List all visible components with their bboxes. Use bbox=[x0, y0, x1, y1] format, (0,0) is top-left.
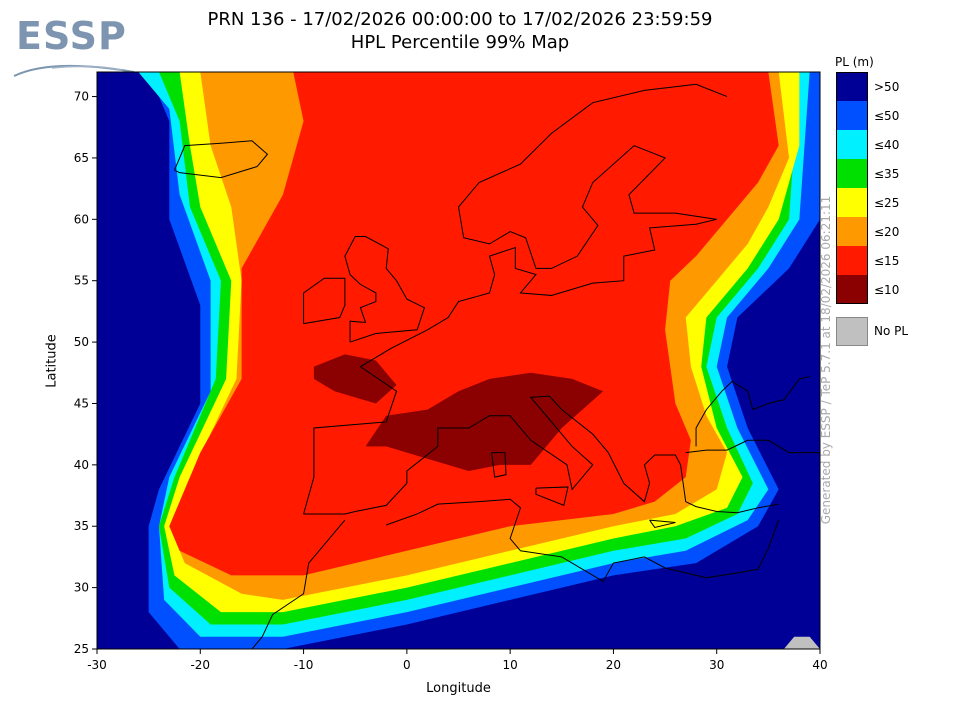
coastline-8 bbox=[174, 140, 269, 179]
axis-ticks: -30 -20 -10 0 10 20 30 40 25 30 35 40 45 50 55 60 65 70 bbox=[74, 90, 828, 672]
legend-swatch-no-pl bbox=[836, 317, 868, 346]
plot-frame bbox=[96, 71, 821, 650]
x-tick-label: -30 bbox=[87, 658, 107, 672]
coastline-4 bbox=[251, 519, 346, 649]
logo-text: ESSP bbox=[16, 14, 127, 58]
coastline-7 bbox=[344, 236, 426, 343]
legend-label: ≤35 bbox=[874, 167, 900, 181]
legend-swatch bbox=[836, 159, 868, 188]
title-line-2: HPL Percentile 99% Map bbox=[350, 32, 570, 53]
coastline-9 bbox=[491, 452, 507, 478]
coastline-5 bbox=[386, 498, 780, 583]
logo-swoosh-icon bbox=[13, 64, 135, 77]
y-tick-label: 60 bbox=[74, 212, 89, 226]
legend-title: PL (m) bbox=[835, 55, 874, 69]
y-tick-label: 35 bbox=[74, 519, 89, 533]
legend-swatch bbox=[836, 188, 868, 217]
coastline-0 bbox=[303, 83, 728, 515]
x-axis-label: Longitude bbox=[426, 681, 491, 696]
y-tick-label: 45 bbox=[74, 396, 89, 410]
pl-region-7 bbox=[365, 372, 604, 471]
legend-label: ≤10 bbox=[874, 283, 900, 297]
x-tick-label: 20 bbox=[606, 658, 621, 672]
legend-swatch bbox=[836, 101, 868, 130]
y-tick-label: 65 bbox=[74, 151, 89, 165]
legend-swatch bbox=[836, 275, 868, 304]
legend-swatch bbox=[836, 72, 868, 101]
coastline-10 bbox=[535, 486, 569, 507]
legend-label: ≤15 bbox=[874, 254, 900, 268]
coastline-11 bbox=[649, 519, 676, 529]
legend-label: >50 bbox=[874, 80, 900, 94]
x-tick-label: 10 bbox=[503, 658, 518, 672]
x-tick-label: 30 bbox=[709, 658, 724, 672]
map-plot-area bbox=[97, 72, 820, 649]
legend-border bbox=[836, 72, 868, 304]
title-line-1: PRN 136 - 17/02/2026 00:00:00 to 17/02/2… bbox=[207, 9, 713, 30]
y-tick-label: 55 bbox=[74, 274, 89, 288]
legend-label: ≤20 bbox=[874, 225, 900, 239]
coastline-1 bbox=[303, 395, 779, 515]
y-tick-label: 50 bbox=[74, 335, 89, 349]
legend-label: ≤25 bbox=[874, 196, 900, 210]
y-axis-label: Latitude bbox=[44, 334, 60, 388]
generated-by-text: Generated by ESSP / TeP 5.7.1 at 18/02/2… bbox=[819, 195, 833, 525]
legend-label: ≤50 bbox=[874, 109, 900, 123]
y-tick-label: 30 bbox=[74, 581, 89, 595]
legend-swatch bbox=[836, 130, 868, 159]
y-tick-label: 40 bbox=[74, 458, 89, 472]
x-tick-label: -20 bbox=[190, 658, 210, 672]
coastline-3 bbox=[695, 375, 810, 447]
coastlines bbox=[174, 83, 820, 649]
legend-swatch bbox=[836, 246, 868, 275]
y-tick-label: 70 bbox=[74, 90, 89, 104]
x-tick-label: 0 bbox=[403, 658, 411, 672]
pl-region-5 bbox=[169, 72, 779, 576]
legend-swatch bbox=[836, 217, 868, 246]
legend-label-no-pl: No PL bbox=[874, 324, 909, 338]
legend-label: ≤40 bbox=[874, 138, 900, 152]
y-tick-label: 25 bbox=[74, 642, 89, 656]
x-tick-label: -10 bbox=[294, 658, 314, 672]
coastline-2 bbox=[685, 439, 820, 454]
no-pl-region-0 bbox=[783, 636, 820, 649]
essp-logo: ESSP bbox=[12, 10, 137, 80]
pl-region-6 bbox=[313, 354, 397, 404]
x-tick-label: 40 bbox=[812, 658, 827, 672]
coastline-6 bbox=[303, 277, 346, 325]
